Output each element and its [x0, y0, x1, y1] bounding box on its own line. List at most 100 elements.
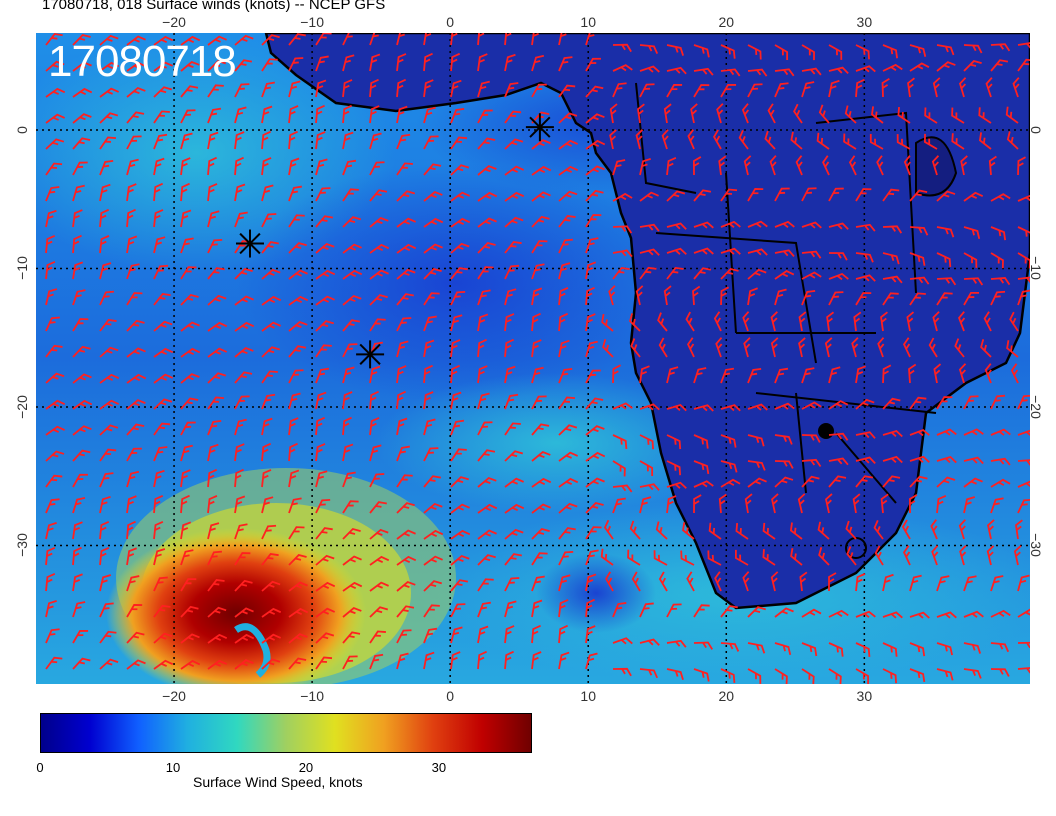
wind-barb [234, 633, 255, 644]
wind-barb [901, 519, 911, 540]
wind-barb [369, 294, 388, 306]
wind-barb [852, 493, 861, 514]
wind-barb [342, 471, 356, 488]
wind-barb [602, 339, 614, 358]
wind-barb [585, 573, 597, 592]
wind-barb [396, 105, 408, 124]
wind-barb [666, 639, 687, 648]
wind-barb [801, 81, 815, 98]
wind-barb [963, 395, 979, 410]
wind-barb [558, 624, 569, 644]
wind-barb [798, 311, 807, 332]
wind-barb [261, 130, 271, 150]
wind-barb [531, 477, 552, 488]
wind-barb [477, 650, 487, 670]
right-tick-label: 0 [1028, 126, 1044, 134]
wind-barb [477, 503, 498, 514]
wind-barb [153, 182, 164, 202]
wind-barb [990, 276, 1011, 286]
wind-barb [207, 522, 220, 540]
wind-barb [882, 225, 903, 234]
wind-barb [261, 633, 282, 644]
wind-barb [504, 241, 522, 254]
wind-barb [207, 578, 225, 592]
wind-barb [720, 642, 740, 652]
top-tick-label: 20 [718, 14, 735, 30]
wind-barb [855, 252, 874, 263]
wind-barb [774, 460, 794, 469]
wind-barb [909, 276, 930, 285]
wind-barb [963, 610, 984, 618]
wind-barb [747, 248, 768, 256]
wind-barb [126, 470, 140, 488]
wind-barb [924, 133, 938, 150]
wind-barb [801, 367, 815, 384]
wind-barb [72, 473, 88, 488]
wind-barb [631, 571, 641, 592]
wind-barb [639, 460, 654, 477]
wind-barb [261, 295, 282, 306]
wind-barb [315, 527, 333, 540]
wind-barb [369, 105, 380, 124]
wind-barb [774, 367, 789, 384]
wind-barb [747, 434, 765, 447]
wind-barb [45, 474, 63, 488]
wind-barb [99, 472, 114, 488]
wind-barb [987, 519, 995, 540]
wind-barb [601, 313, 614, 332]
wind-barb [315, 295, 335, 306]
wind-barb [99, 208, 110, 228]
wind-barb [936, 476, 956, 488]
wind-barb [531, 287, 543, 306]
wind-barb [288, 320, 308, 332]
wind-barb [828, 475, 847, 488]
wind-barb [342, 607, 362, 618]
wind-barb [531, 139, 551, 150]
wind-barb [744, 493, 753, 514]
wind-barb [612, 602, 627, 618]
wind-barb [585, 425, 605, 436]
wind-barb [985, 77, 993, 98]
wind-barb [477, 625, 489, 644]
wind-barb [504, 338, 515, 358]
wind-barb [639, 65, 660, 73]
wind-barb [909, 252, 926, 266]
wind-barb [126, 347, 146, 358]
wind-barb [585, 652, 598, 670]
wind-barb [635, 129, 644, 150]
bottom-tick-label: 30 [856, 688, 873, 704]
wind-barb [369, 243, 390, 254]
wind-barb [585, 501, 604, 514]
wind-barb [99, 399, 120, 410]
wind-barb [99, 373, 120, 384]
wind-barb [315, 656, 333, 670]
wind-barb [396, 605, 415, 618]
wind-barb [909, 574, 922, 592]
wind-barb [801, 187, 817, 202]
wind-barb [639, 158, 651, 176]
wind-barb [774, 642, 792, 656]
wind-barb [963, 428, 984, 436]
wind-barb [1006, 340, 1019, 358]
wind-barb [855, 274, 876, 282]
wind-barb [845, 520, 857, 540]
wind-barb [909, 475, 928, 488]
wind-barb [734, 549, 749, 566]
wind-barb [99, 159, 114, 176]
wind-barb [855, 431, 876, 439]
wind-barb [342, 391, 353, 410]
wind-barb [743, 155, 752, 176]
wind-barb [126, 135, 142, 150]
wind-barb [342, 54, 355, 72]
wind-barb [741, 103, 750, 124]
left-tick-label: −20 [14, 395, 30, 419]
wind-barb [369, 581, 389, 592]
wind-barb [531, 263, 545, 280]
wind-barb [909, 494, 918, 514]
wind-barb [423, 529, 444, 540]
wind-barb [207, 347, 227, 358]
wind-barb [902, 337, 911, 358]
wind-barb [951, 107, 965, 124]
wind-barb [896, 134, 911, 150]
wind-barb [288, 345, 307, 358]
